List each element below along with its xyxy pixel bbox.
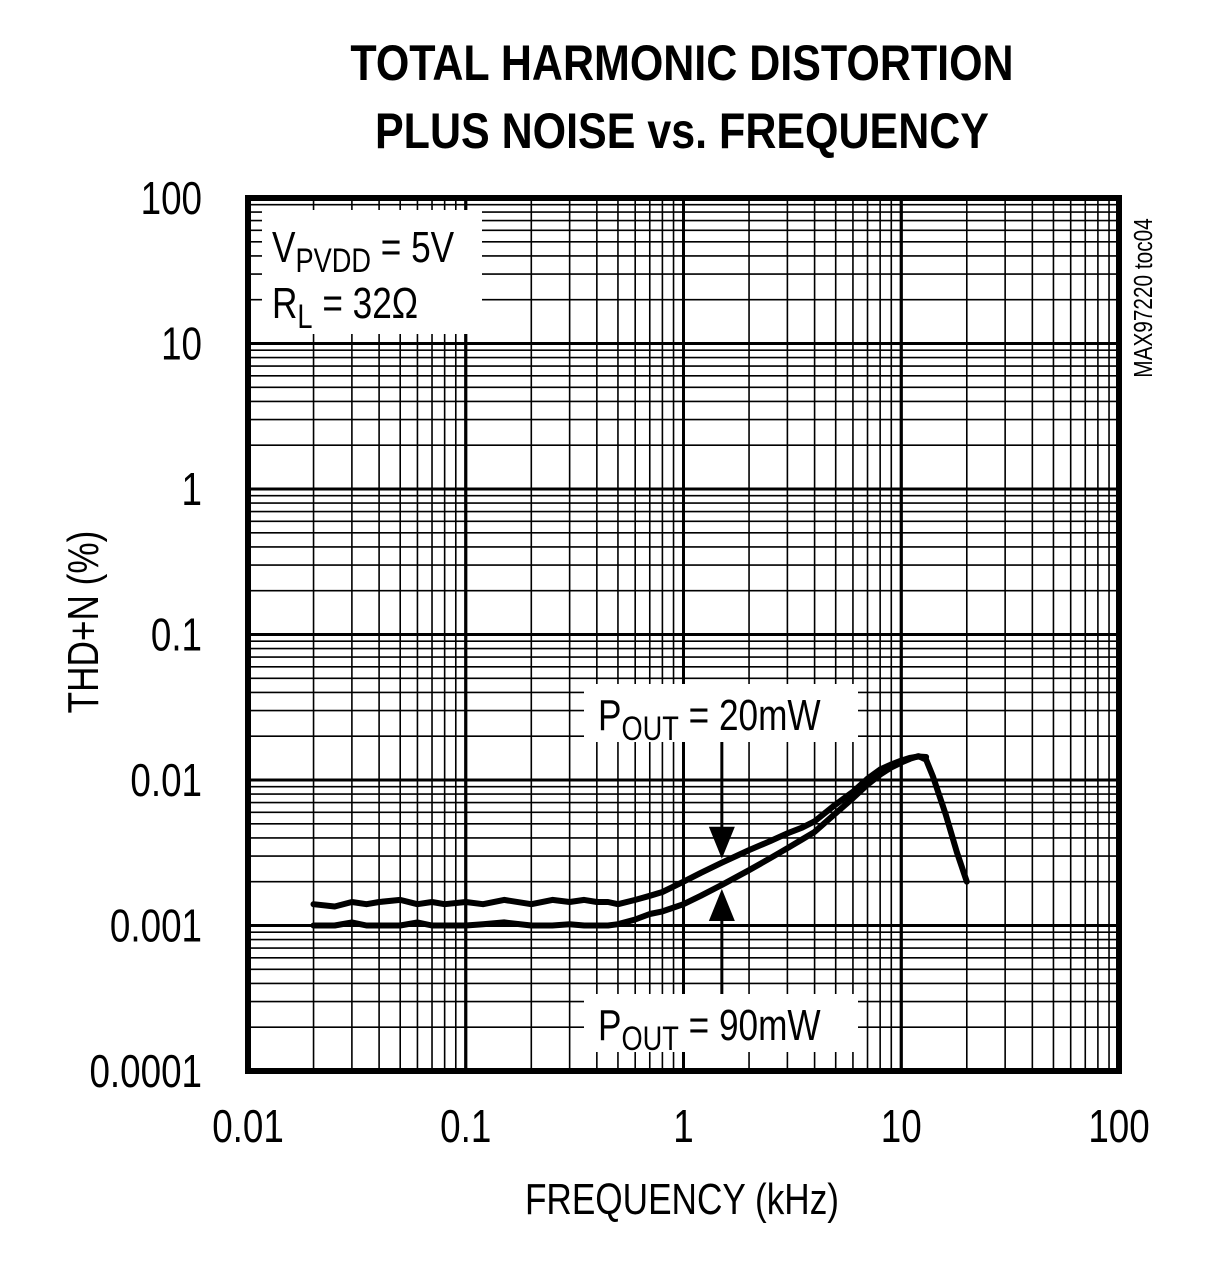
plot-frame <box>245 195 1122 1074</box>
y-tick-label: 100 <box>141 172 202 224</box>
series-label-20mw-box <box>584 684 858 742</box>
series-label-90mw-symbol: P <box>598 1001 621 1050</box>
supply-subscript: PVDD <box>295 241 371 280</box>
y-tick-label: 10 <box>161 318 202 370</box>
supply-value: = 5V <box>371 223 455 272</box>
series-label-20mw-value: = 20mW <box>679 691 821 740</box>
x-tick-label: 10 <box>881 1100 922 1152</box>
series-line-90mw <box>310 753 970 929</box>
condition-supply-voltage: VPVDD = 5V <box>272 223 455 279</box>
series-label-90mw: POUT = 90mW <box>598 1001 821 1057</box>
load-symbol: R <box>272 279 297 328</box>
series-label-20mw: POUT = 20mW <box>598 691 821 747</box>
conditions-box <box>262 210 482 334</box>
load-value: = 32Ω <box>313 279 419 328</box>
x-tick-label: 0.1 <box>440 1100 491 1152</box>
load-subscript: L <box>297 297 312 336</box>
y-tick-label: 0.01 <box>130 754 202 806</box>
svg-text:RL = 32Ω: RL = 32Ω <box>272 279 418 335</box>
svg-text:VPVDD = 5V: VPVDD = 5V <box>272 223 455 279</box>
series-label-90mw-subscript: OUT <box>621 1019 679 1058</box>
y-axis-ticks: 100 10 1 0.1 0.01 0.001 0.0001 <box>89 172 202 1097</box>
x-axis-ticks: 0.01 0.1 1 10 100 <box>212 1100 1149 1152</box>
y-axis-label: THD+N (%) <box>59 531 108 714</box>
series-label-90mw-box <box>584 994 858 1052</box>
series-line-20mw <box>310 753 930 910</box>
x-tick-label: 100 <box>1088 1100 1149 1152</box>
y-tick-label: 0.1 <box>151 609 202 661</box>
figure-id: MAX97220 toc04 <box>1129 218 1158 377</box>
chart-title-line-1: TOTAL HARMONIC DISTORTION <box>350 35 1013 91</box>
y-tick-label: 0.0001 <box>89 1045 202 1097</box>
x-tick-label: 1 <box>673 1100 693 1152</box>
condition-load-resistance: RL = 32Ω <box>272 279 418 335</box>
arrow-20mw-head <box>708 826 735 859</box>
x-axis-label: FREQUENCY (kHz) <box>525 1175 839 1224</box>
y-tick-label: 1 <box>182 463 202 515</box>
y-tick-label: 0.001 <box>110 900 202 952</box>
series-label-90mw-value: = 90mW <box>679 1001 821 1050</box>
arrow-90mw-head <box>708 888 735 921</box>
supply-symbol: V <box>272 223 296 272</box>
svg-text:POUT = 20mW: POUT = 20mW <box>598 691 821 747</box>
chart-title-line-2: PLUS NOISE vs. FREQUENCY <box>375 103 989 159</box>
series-label-20mw-subscript: OUT <box>621 709 679 748</box>
x-tick-label: 0.01 <box>212 1100 284 1152</box>
series <box>310 753 970 929</box>
annotations <box>708 742 735 994</box>
series-label-20mw-symbol: P <box>598 691 621 740</box>
svg-text:POUT = 90mW: POUT = 90mW <box>598 1001 821 1057</box>
